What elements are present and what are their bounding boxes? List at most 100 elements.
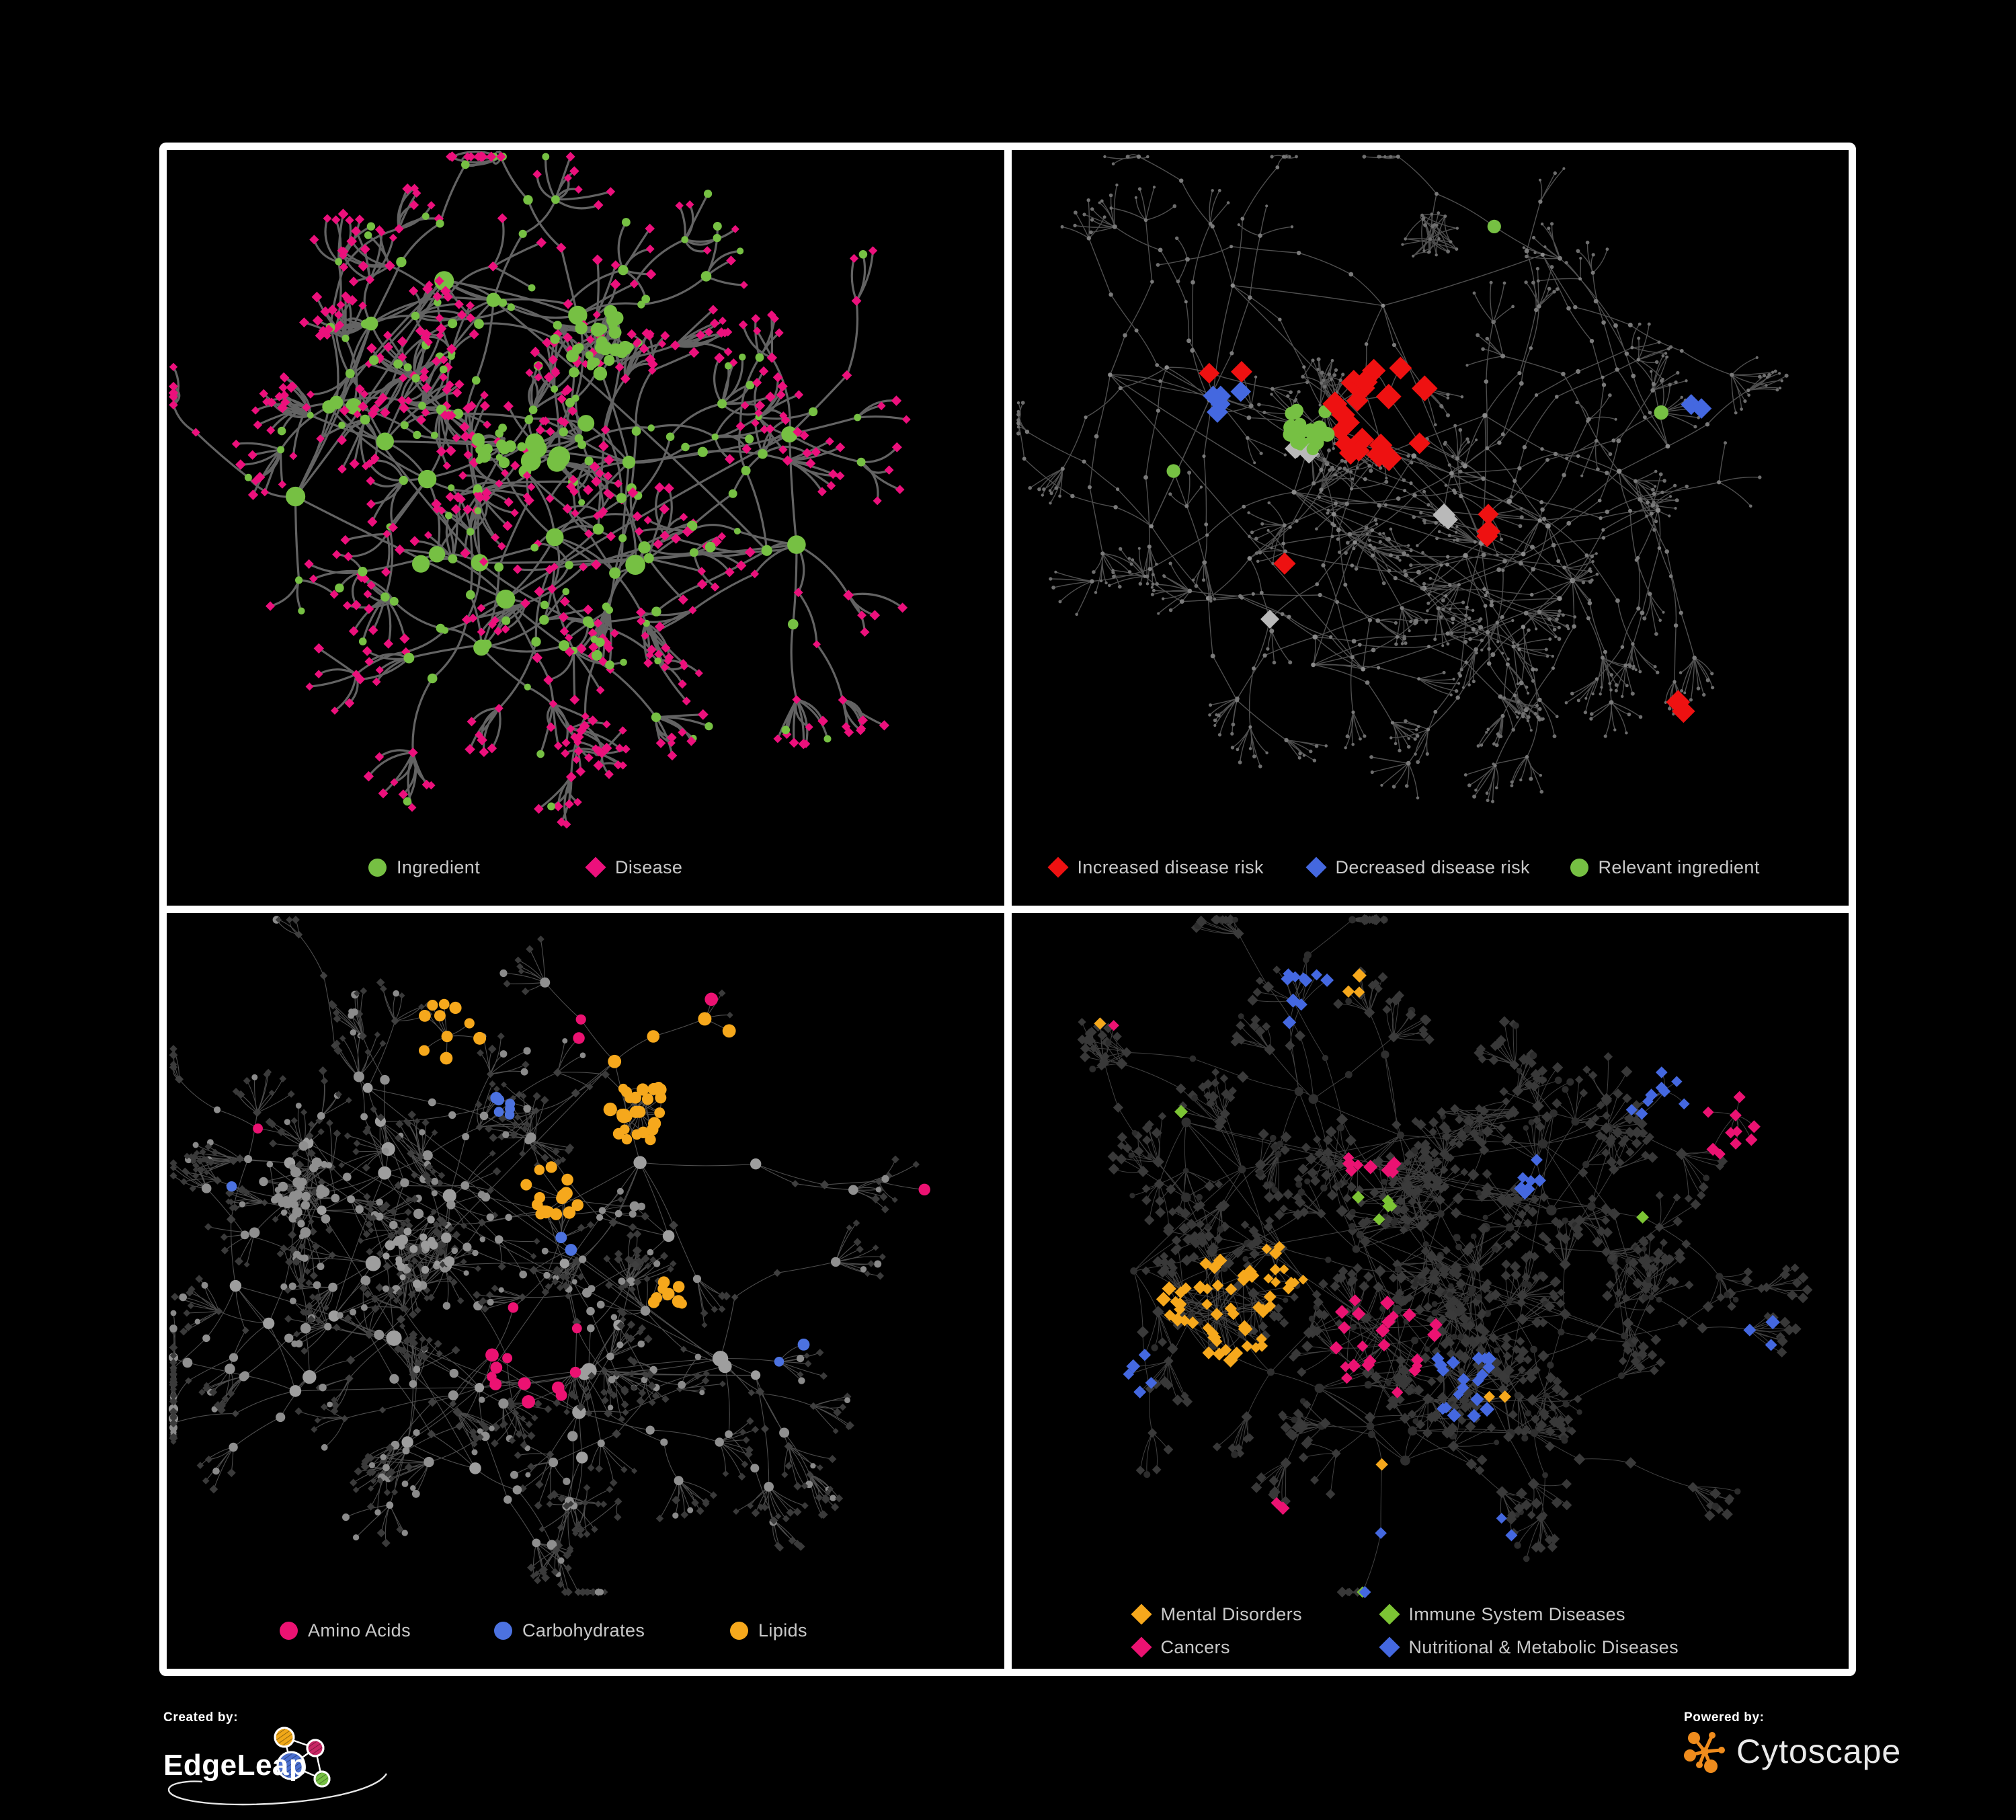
- graph-node: [1428, 577, 1432, 580]
- graph-edge: [1207, 593, 1254, 599]
- graph-edge: [1456, 439, 1477, 459]
- graph-edge: [679, 1388, 702, 1393]
- graph-node: [355, 214, 365, 225]
- graph-edge: [246, 1080, 258, 1113]
- graph-node: [1099, 579, 1102, 583]
- graph-edge: [1319, 594, 1378, 621]
- graph-node: [1176, 279, 1180, 284]
- graph-node: [531, 637, 541, 647]
- graph-node: [1247, 556, 1252, 561]
- graph-edge: [518, 1072, 558, 1095]
- graph-node: [436, 219, 444, 228]
- graph-node: [1259, 590, 1264, 595]
- graph-edge: [1673, 625, 1677, 682]
- graph-node: [360, 414, 370, 425]
- graph-edge: [1473, 764, 1496, 797]
- graph-edge: [1617, 600, 1634, 645]
- graph-edge: [784, 1446, 789, 1475]
- graph-node: [1652, 528, 1656, 532]
- graph-node: [1578, 257, 1582, 260]
- graph-edge: [1488, 663, 1515, 696]
- graph-node: [395, 544, 405, 555]
- graph-node: [1319, 381, 1323, 385]
- graph-node: [717, 532, 727, 541]
- graph-edge: [1502, 682, 1522, 717]
- graph-node: [1367, 539, 1371, 542]
- graph-node: [431, 432, 438, 439]
- graph-node: [397, 336, 408, 347]
- graph-node: [1282, 523, 1287, 528]
- graph-node: [1627, 508, 1632, 513]
- graph-node: [1538, 178, 1541, 182]
- graph-edge: [333, 1315, 580, 1413]
- graph-edge: [1372, 620, 1416, 651]
- graph-node: [1369, 433, 1392, 457]
- graph-edge: [393, 600, 442, 629]
- graph-node: [349, 459, 360, 469]
- graph-node: [1463, 660, 1468, 664]
- graph-node: [320, 306, 331, 317]
- graph-node: [1094, 591, 1097, 594]
- graph-node: [761, 545, 772, 556]
- graph-edge: [1176, 237, 1188, 260]
- graph-node: [1471, 627, 1476, 632]
- graph-edge: [456, 1411, 475, 1453]
- graph-node: [390, 778, 399, 787]
- graph-node: [452, 434, 461, 442]
- graph-node: [662, 1230, 675, 1242]
- graph-node: [1385, 537, 1389, 541]
- graph-node: [868, 246, 878, 255]
- graph-node: [1322, 457, 1326, 461]
- graph-node: [1509, 495, 1513, 499]
- graph-node: [1209, 385, 1231, 407]
- graph-node: [1403, 641, 1408, 645]
- graph-node: [1250, 530, 1254, 535]
- graph-node: [1595, 572, 1599, 576]
- graph-node: [1520, 507, 1523, 510]
- graph-node: [445, 512, 452, 520]
- graph-node: [600, 425, 610, 435]
- graph-edge: [548, 1162, 641, 1212]
- graph-node: [1357, 643, 1362, 647]
- graph-edge: [1428, 645, 1467, 663]
- graph-edge: [1621, 664, 1626, 697]
- graph-node: [1474, 651, 1478, 655]
- graph-node: [741, 444, 752, 454]
- graph-node: [1375, 383, 1402, 409]
- graph-node: [1320, 370, 1324, 375]
- graph-edge: [1153, 590, 1191, 592]
- graph-node: [1549, 265, 1554, 270]
- graph-node: [1415, 544, 1419, 547]
- graph-node: [369, 404, 380, 415]
- graph-edge: [1595, 440, 1611, 455]
- graph-node: [1260, 522, 1264, 526]
- graph-node: [1516, 682, 1519, 686]
- graph-edge: [1469, 622, 1498, 640]
- graph-node: [596, 686, 605, 695]
- graph-node: [303, 1370, 317, 1384]
- graph-edge: [1392, 722, 1396, 744]
- graph-edge: [1466, 355, 1503, 366]
- graph-edge: [1382, 305, 1395, 346]
- graph-node: [396, 257, 407, 268]
- graph-node: [751, 418, 760, 428]
- graph-node: [1447, 583, 1451, 587]
- graph-edge: [512, 1275, 547, 1308]
- graph-node: [168, 388, 179, 398]
- graph-node: [546, 722, 556, 732]
- graph-node: [1104, 581, 1108, 585]
- graph-edge: [1514, 480, 1548, 526]
- graph-edge: [342, 227, 401, 268]
- graph-edge: [745, 469, 768, 552]
- graph-node: [409, 200, 419, 210]
- graph-node: [1555, 715, 1559, 719]
- graph-node: [1449, 240, 1452, 244]
- graph-node: [777, 381, 788, 392]
- graph-edge: [1587, 617, 1603, 658]
- graph-node: [1070, 493, 1075, 499]
- graph-node: [1561, 613, 1565, 617]
- graph-node: [304, 559, 314, 569]
- graph-node: [1403, 719, 1408, 723]
- graph-node: [713, 233, 721, 243]
- graph-node: [1784, 373, 1789, 378]
